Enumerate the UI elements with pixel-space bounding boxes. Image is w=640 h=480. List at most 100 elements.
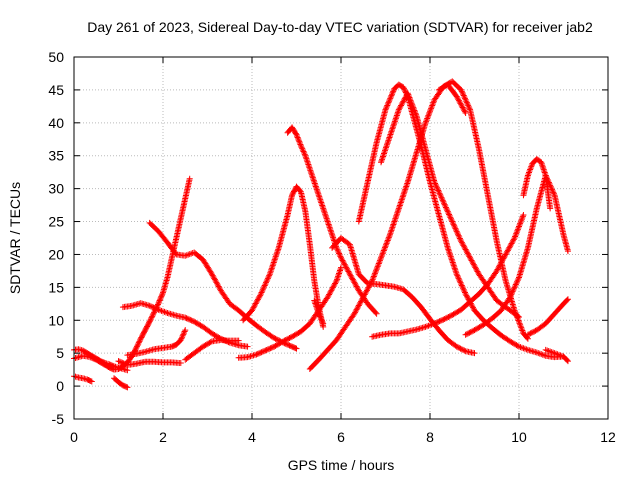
- data-point: [467, 256, 474, 263]
- data-point: [132, 346, 139, 353]
- data-point: [374, 264, 381, 271]
- data-point: [465, 330, 472, 337]
- data-point: [464, 101, 471, 108]
- data-point: [432, 181, 439, 188]
- data-point: [297, 187, 304, 194]
- data-point: [463, 98, 470, 105]
- data-point: [458, 101, 465, 108]
- data-point: [437, 193, 444, 200]
- data-point: [187, 316, 194, 323]
- data-point: [301, 151, 308, 158]
- data-point: [387, 94, 394, 101]
- data-point: [455, 97, 462, 104]
- data-point: [509, 290, 516, 297]
- data-point: [260, 285, 267, 292]
- data-point: [186, 251, 193, 258]
- data-point: [465, 103, 472, 110]
- data-point: [135, 339, 142, 346]
- data-point: [513, 230, 520, 237]
- data-point: [413, 111, 420, 118]
- data-point: [519, 214, 526, 221]
- data-point: [262, 279, 269, 286]
- data-point: [253, 299, 260, 306]
- data-point: [261, 283, 268, 290]
- data-point: [326, 290, 333, 297]
- y-tick-label: 20: [48, 246, 64, 262]
- data-point: [155, 306, 162, 313]
- data-point: [510, 285, 517, 292]
- data-point: [460, 91, 467, 98]
- y-tick-label: -5: [52, 411, 65, 427]
- data-point: [398, 102, 405, 109]
- data-point: [186, 316, 193, 323]
- data-point: [411, 107, 418, 114]
- data-point: [177, 337, 184, 344]
- data-point: [399, 99, 406, 106]
- data-point: [465, 252, 472, 259]
- data-point: [458, 88, 465, 95]
- series-s23: [542, 346, 571, 365]
- data-point: [460, 346, 467, 353]
- data-point: [343, 264, 350, 271]
- data-point: [344, 267, 351, 274]
- data-point: [454, 344, 461, 351]
- data-point: [473, 267, 480, 274]
- data-point: [401, 86, 408, 93]
- data-point: [124, 367, 131, 374]
- data-point: [518, 324, 525, 331]
- data-point: [363, 287, 370, 294]
- data-point: [157, 294, 164, 301]
- data-point: [387, 95, 394, 102]
- data-point: [346, 271, 353, 278]
- data-point: [378, 254, 385, 261]
- data-point: [177, 360, 184, 367]
- data-point: [411, 108, 418, 115]
- data-point: [254, 297, 261, 304]
- data-point: [385, 234, 392, 241]
- data-point: [268, 344, 275, 351]
- data-point: [377, 256, 384, 263]
- data-point: [161, 308, 168, 315]
- data-point: [472, 265, 479, 272]
- data-point: [541, 352, 548, 359]
- data-point: [148, 314, 155, 321]
- data-point: [381, 244, 388, 251]
- data-point: [298, 144, 305, 151]
- data-point: [216, 284, 223, 291]
- data-point: [412, 110, 419, 117]
- data-point: [115, 358, 122, 365]
- data-point: [504, 248, 511, 255]
- data-point: [281, 337, 288, 344]
- data-point: [149, 313, 156, 320]
- chart-title: Day 261 of 2023, Sidereal Day-to-day VTE…: [87, 19, 593, 35]
- data-point: [507, 292, 514, 299]
- data-point: [458, 238, 465, 245]
- data-point: [471, 262, 478, 269]
- data-point: [470, 327, 477, 334]
- data-point: [320, 320, 327, 327]
- data-point: [538, 351, 545, 358]
- data-point: [343, 265, 350, 272]
- data-point: [464, 293, 471, 300]
- data-point: [425, 322, 432, 329]
- data-point: [518, 217, 525, 224]
- data-point: [502, 251, 509, 258]
- data-point: [364, 286, 371, 293]
- data-point: [500, 255, 507, 262]
- data-point: [342, 262, 349, 269]
- data-point: [299, 147, 306, 154]
- data-point: [149, 303, 156, 310]
- series-s13: [311, 297, 327, 327]
- data-point: [340, 260, 347, 267]
- data-point: [505, 245, 512, 252]
- data-point: [353, 306, 360, 313]
- data-point: [363, 288, 370, 295]
- data-point: [456, 234, 463, 241]
- y-tick-label: 30: [48, 181, 64, 197]
- data-point: [509, 288, 516, 295]
- data-point: [398, 101, 405, 108]
- data-point: [263, 346, 270, 353]
- data-point: [396, 105, 403, 112]
- data-point: [118, 359, 125, 366]
- data-point: [515, 275, 522, 282]
